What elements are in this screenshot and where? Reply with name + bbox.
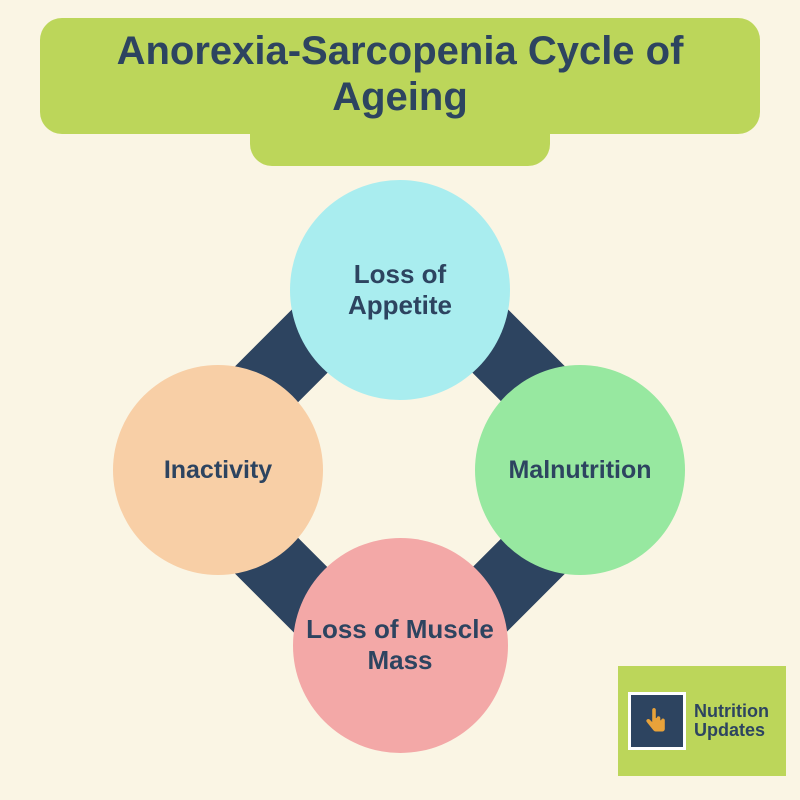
cycle-node-left: Inactivity xyxy=(113,365,323,575)
title-banner: Anorexia-Sarcopenia Cycle of Ageing xyxy=(40,18,760,134)
brand-logo: NutritionUpdates xyxy=(618,666,786,776)
cycle-node-right: Malnutrition xyxy=(475,365,685,575)
cycle-node-bottom: Loss of Muscle Mass xyxy=(293,538,508,753)
brand-text: NutritionUpdates xyxy=(694,702,769,740)
cycle-node-top: Loss of Appetite xyxy=(290,180,510,400)
cursor-icon xyxy=(628,692,686,750)
infographic-canvas: Anorexia-Sarcopenia Cycle of Ageing Loss … xyxy=(0,0,800,800)
